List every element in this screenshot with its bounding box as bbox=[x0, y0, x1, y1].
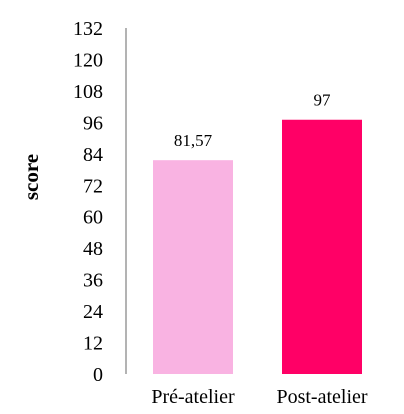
bar-pre-atelier bbox=[153, 160, 233, 374]
y-tick-label-48: 48 bbox=[83, 238, 103, 260]
y-tick-label-96: 96 bbox=[83, 112, 103, 134]
y-tick-label-84: 84 bbox=[83, 144, 103, 166]
data-label-pre-atelier: 81,57 bbox=[174, 131, 213, 150]
y-tick-label-36: 36 bbox=[83, 270, 103, 292]
category-label-pre-atelier: Pré-atelier bbox=[151, 386, 235, 408]
bar-post-atelier bbox=[282, 119, 362, 374]
y-tick-label-24: 24 bbox=[83, 301, 103, 323]
y-tick-label-120: 120 bbox=[73, 49, 103, 71]
y-tick-labels: 0 12 24 36 48 60 72 84 96 108 120 132 bbox=[73, 18, 103, 386]
y-tick-label-12: 12 bbox=[83, 333, 103, 355]
data-labels: 81,57 97 bbox=[174, 91, 331, 150]
y-tick-label-0: 0 bbox=[93, 364, 103, 386]
y-tick-label-72: 72 bbox=[83, 175, 103, 197]
category-labels: Pré-atelier Post-atelier bbox=[151, 386, 368, 408]
data-label-post-atelier: 97 bbox=[314, 91, 332, 110]
category-label-post-atelier: Post-atelier bbox=[276, 386, 367, 408]
y-tick-label-132: 132 bbox=[73, 18, 103, 40]
y-tick-label-60: 60 bbox=[83, 207, 103, 229]
bars bbox=[153, 119, 362, 374]
y-tick-label-108: 108 bbox=[73, 81, 103, 103]
y-axis-title: score bbox=[19, 154, 43, 200]
